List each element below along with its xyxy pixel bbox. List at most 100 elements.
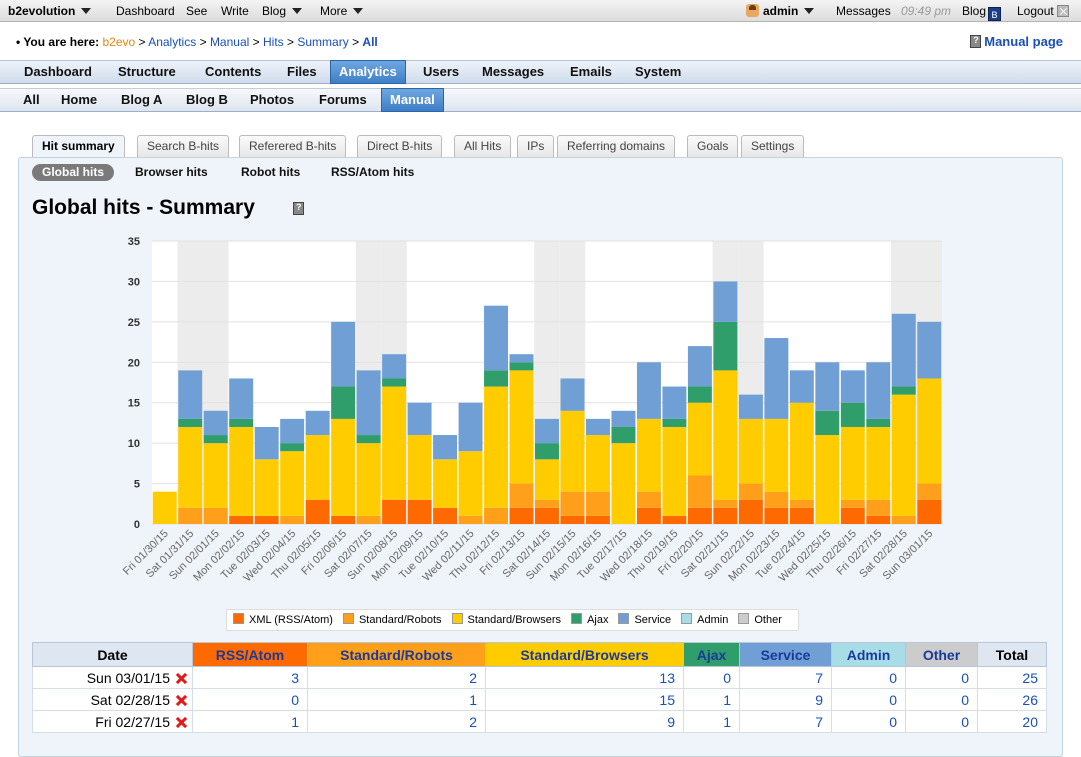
row-cell-3[interactable]: 1 [683,710,740,733]
row-value-link[interactable]: 0 [889,669,897,686]
header-date[interactable]: Date [32,642,193,667]
tab-settings[interactable]: Settings [741,135,805,158]
collection-forums[interactable]: Forums [319,92,367,107]
evobar-see-link[interactable]: See [186,4,208,18]
header-admin[interactable]: Admin [831,642,906,667]
tab-hit-summary[interactable]: Hit summary [32,135,125,159]
row-value-link[interactable]: 7 [815,669,823,686]
header-standard-robots[interactable]: Standard/Robots [307,642,486,667]
row-cell-4[interactable]: 7 [739,666,832,689]
header-other[interactable]: Other [905,642,978,667]
tab-direct-b-hits[interactable]: Direct B-hits [357,135,443,158]
row-cell-4[interactable]: 7 [739,710,832,733]
breadcrumb-analytics[interactable]: Analytics [148,35,197,49]
header-total[interactable]: Total [977,642,1047,667]
row-cell-7[interactable]: 25 [977,666,1047,689]
logout-link[interactable]: Logout [1017,4,1069,18]
collection-home[interactable]: Home [61,92,98,107]
evobar-more-menu[interactable]: More [320,4,364,18]
tab-referring-domains[interactable]: Referring domains [557,135,676,158]
row-cell-0[interactable]: 0 [192,688,308,711]
tab-referered-b-hits[interactable]: Referered B-hits [239,135,347,158]
row-cell-4[interactable]: 9 [739,688,832,711]
row-cell-7[interactable]: 20 [977,710,1047,733]
evobar-blog-menu[interactable]: Blog [262,4,303,18]
menu-files[interactable]: Files [287,64,317,79]
row-value-link[interactable]: 9 [667,713,675,730]
row-value-link[interactable]: 15 [659,691,675,708]
row-value-link[interactable]: 0 [961,713,969,730]
row-value-link[interactable]: 20 [1022,713,1038,730]
delete-icon[interactable] [175,694,188,707]
row-cell-0[interactable]: 3 [192,666,308,689]
row-value-link[interactable]: 25 [1022,669,1038,686]
row-cell-7[interactable]: 26 [977,688,1047,711]
collection-blog-a[interactable]: Blog A [121,92,163,107]
subtab-rss-atom-hits[interactable]: RSS/Atom hits [331,165,415,179]
row-cell-0[interactable]: 1 [192,710,308,733]
legend-item[interactable]: Ajax [571,610,608,630]
legend-item[interactable]: Service [618,610,671,630]
breadcrumb-all[interactable]: All [362,35,378,49]
evobar-dashboard-link[interactable]: Dashboard [116,4,175,18]
tab-search-b-hits[interactable]: Search B-hits [137,135,230,158]
header-rss-atom[interactable]: RSS/Atom [192,642,308,667]
row-value-link[interactable]: 0 [961,669,969,686]
menu-structure[interactable]: Structure [118,64,176,79]
row-value-link[interactable]: 0 [723,669,731,686]
menu-dashboard[interactable]: Dashboard [24,64,92,79]
collection-photos[interactable]: Photos [250,92,295,107]
menu-users[interactable]: Users [423,64,460,79]
header-service[interactable]: Service [739,642,832,667]
menu-emails[interactable]: Emails [570,64,612,79]
row-value-link[interactable]: 13 [659,669,675,686]
row-value-link[interactable]: 1 [291,713,299,730]
row-value-link[interactable]: 7 [815,713,823,730]
row-value-link[interactable]: 3 [291,669,299,686]
manual-page-link[interactable]: Manual page [970,34,1063,49]
menu-messages[interactable]: Messages [482,64,545,79]
delete-icon[interactable] [175,716,188,729]
help-book-icon[interactable] [293,202,304,215]
row-cell-6[interactable]: 0 [905,710,978,733]
subtab-global-hits[interactable]: Global hits [32,164,115,181]
row-cell-3[interactable]: 1 [683,688,740,711]
row-value-link[interactable]: 0 [961,691,969,708]
breadcrumb-b2evo[interactable]: b2evo [102,35,136,49]
collection-manual[interactable]: Manual [381,88,444,112]
user-menu[interactable]: admin [746,4,815,18]
tab-ips[interactable]: IPs [517,135,555,158]
row-value-link[interactable]: 1 [723,691,731,708]
legend-item[interactable]: XML (RSS/Atom) [233,610,333,630]
evobar-write-link[interactable]: Write [221,4,249,18]
subtab-browser-hits[interactable]: Browser hits [135,165,208,179]
legend-item[interactable]: Standard/Browsers [451,610,561,630]
row-cell-6[interactable]: 0 [905,688,978,711]
row-cell-3[interactable]: 0 [683,666,740,689]
menu-analytics[interactable]: Analytics [330,60,406,84]
messages-link[interactable]: Messages [836,4,891,18]
row-cell-1[interactable]: 1 [307,688,486,711]
legend-item[interactable]: Admin [681,610,728,630]
row-cell-1[interactable]: 2 [307,710,486,733]
row-value-link[interactable]: 9 [815,691,823,708]
breadcrumb-summary[interactable]: Summary [297,35,349,49]
row-value-link[interactable]: 0 [889,691,897,708]
row-cell-1[interactable]: 2 [307,666,486,689]
breadcrumb-hits[interactable]: Hits [263,35,284,49]
row-value-link[interactable]: 1 [723,713,731,730]
tab-goals[interactable]: Goals [687,135,739,158]
row-cell-6[interactable]: 0 [905,666,978,689]
delete-icon[interactable] [175,672,188,685]
menu-contents[interactable]: Contents [205,64,262,79]
row-cell-5[interactable]: 0 [831,688,906,711]
row-value-link[interactable]: 26 [1022,691,1038,708]
row-value-link[interactable]: 2 [469,669,477,686]
menu-system[interactable]: System [635,64,682,79]
row-cell-5[interactable]: 0 [831,666,906,689]
header-standard-browsers[interactable]: Standard/Browsers [485,642,684,667]
row-cell-2[interactable]: 9 [485,710,684,733]
collection-all[interactable]: All [23,92,40,107]
row-value-link[interactable]: 0 [291,691,299,708]
tab-all-hits[interactable]: All Hits [454,135,512,158]
